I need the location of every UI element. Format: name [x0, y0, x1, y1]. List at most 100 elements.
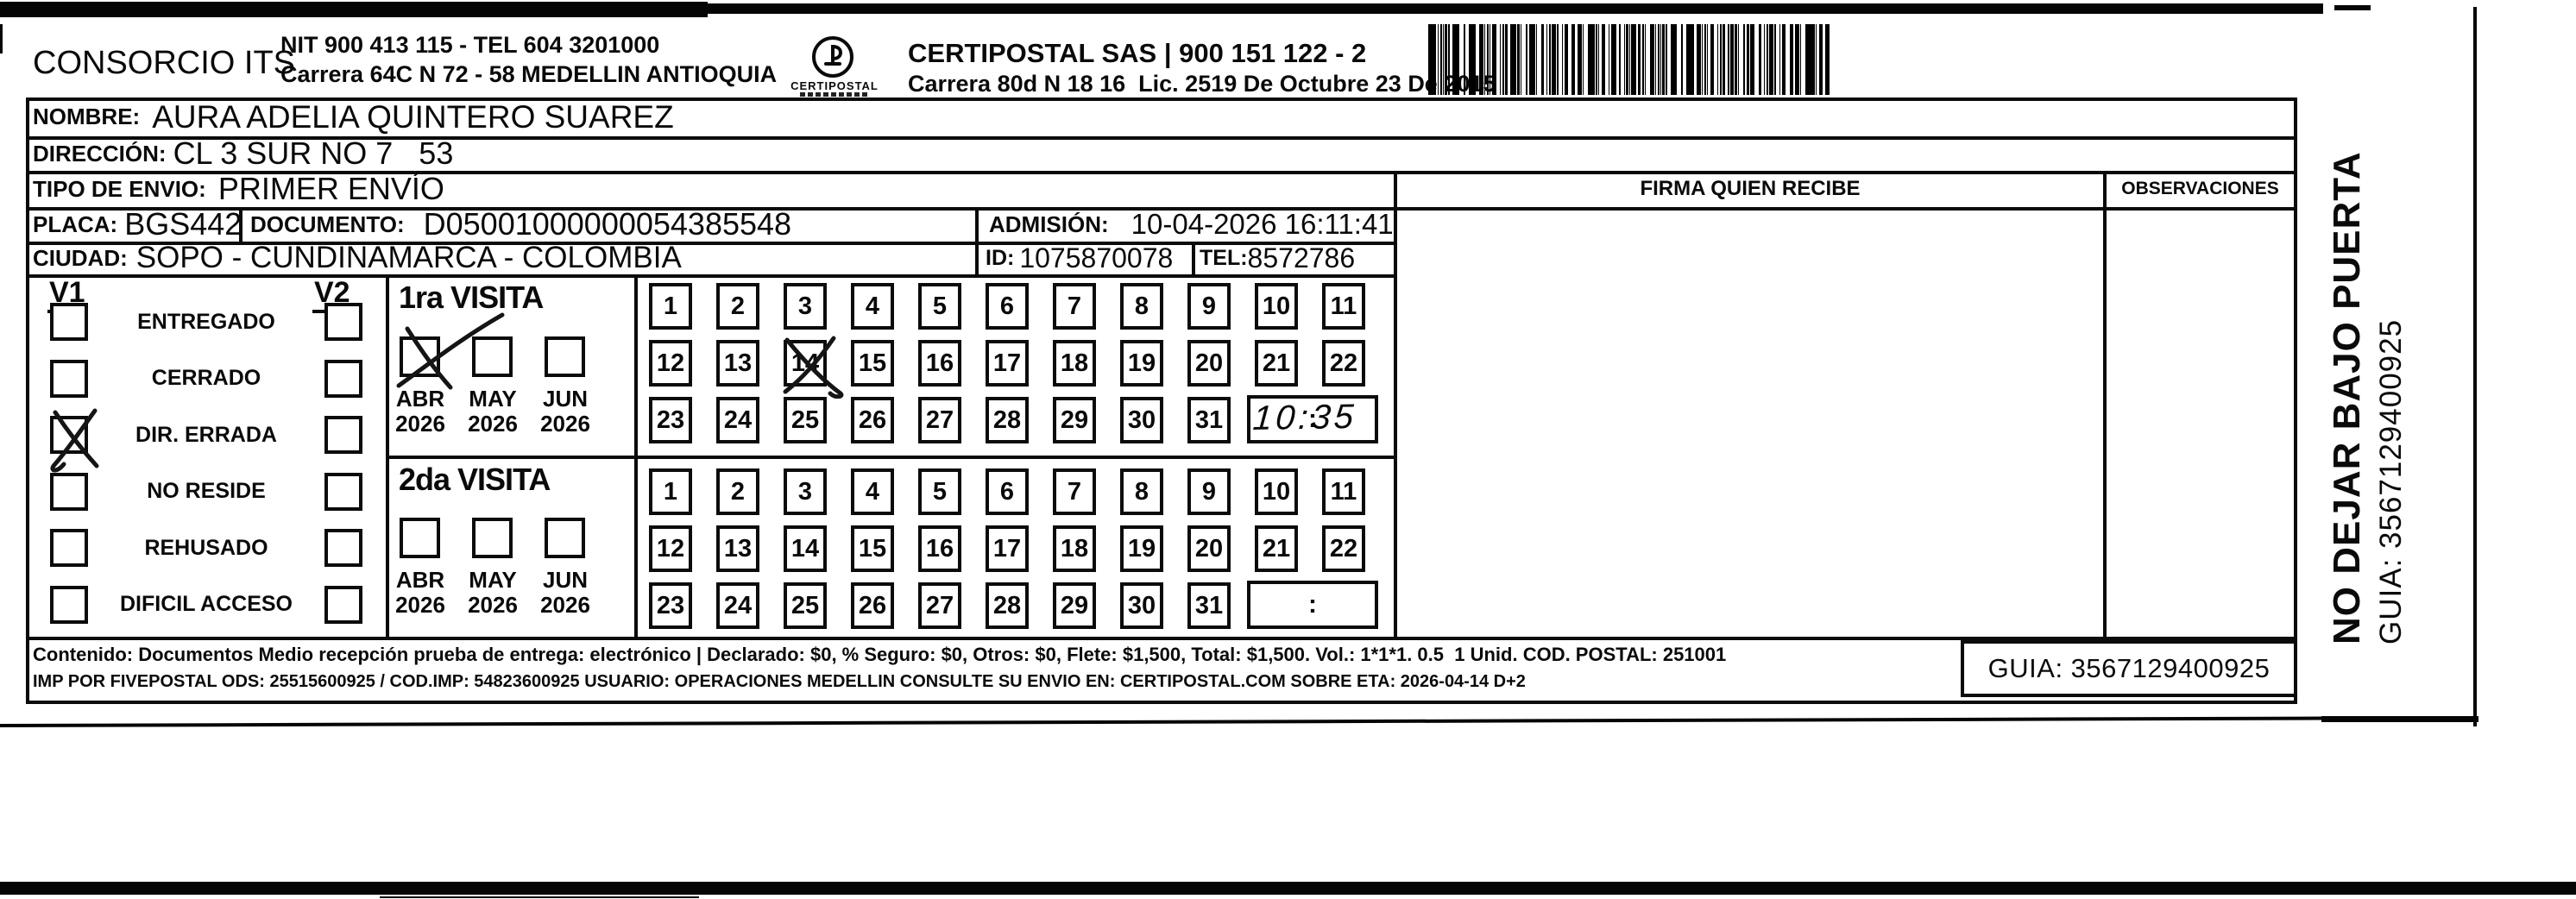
v2-checkbox	[324, 472, 362, 511]
admision-value: 10-04-2026 16:11:41	[1131, 208, 1394, 240]
day-cell: 16	[918, 525, 961, 572]
placa-value: BGS442	[124, 206, 242, 242]
day-cell: 3	[784, 468, 827, 515]
day-cell: 8	[1120, 283, 1163, 330]
year-label: 2026	[540, 411, 590, 437]
day-cell: 5	[918, 468, 961, 515]
day-cell: 26	[851, 582, 894, 629]
ciudad-value: SOPO - CUNDINAMARCA - COLOMBIA	[135, 241, 682, 274]
day-cell: 18	[1053, 340, 1096, 387]
visita2-month-checkbox-jun	[545, 518, 585, 558]
day-cell: 19	[1120, 340, 1163, 387]
status-label: CERRADO	[151, 366, 261, 391]
day-cell: 18	[1053, 525, 1096, 572]
certipostal-logo-text: CERTIPOSTAL	[790, 79, 879, 92]
visita1-title: 1ra VISITA	[399, 280, 544, 315]
handwritten-x-month-abr	[396, 312, 505, 390]
scan-artifact	[2321, 716, 2478, 722]
form-line	[2103, 171, 2107, 640]
visita2-month-checkbox-may	[472, 518, 513, 558]
direccion-value: CL 3 SUR NO 7 53	[173, 135, 454, 171]
documento-label: DOCUMENTO:	[250, 211, 405, 237]
form-line	[26, 242, 1397, 245]
sender-name: CONSORCIO ITS	[33, 45, 296, 81]
scan-artifact	[380, 896, 699, 898]
scan-artifact-bottom-bar	[0, 882, 2576, 895]
year-label: 2026	[468, 592, 518, 618]
month-label: JUN	[542, 567, 588, 593]
status-label: NO RESIDE	[147, 479, 266, 504]
year-label: 2026	[468, 411, 518, 437]
status-label: DIFICIL ACCESO	[119, 592, 293, 617]
v2-checkbox	[324, 416, 362, 455]
visita1-month-checkbox-jun	[545, 336, 585, 377]
v2-checkbox	[324, 529, 362, 568]
day-cell: 29	[1053, 397, 1096, 443]
month-label: MAY	[469, 567, 517, 593]
tipo-envio-value: PRIMER ENVÍO	[217, 171, 444, 206]
v2-checkbox	[324, 585, 362, 624]
direccion-label: DIRECCIÓN:	[33, 140, 167, 167]
form-line	[26, 97, 29, 704]
visita1-days-row3: 23 24 25 26 27 28 29 30 31	[649, 397, 1231, 443]
visita1-month-checkbox-may	[472, 336, 513, 377]
visita2-days-row1: 1 2 3 4 5 6 7 8 9 10 11	[649, 468, 1365, 515]
scan-artifact-top-bar	[0, 2, 708, 17]
handwritten-time: 10:35	[1251, 397, 1358, 438]
month-label: JUN	[542, 386, 588, 412]
barcode	[1428, 24, 1830, 95]
day-cell: 21	[1255, 340, 1298, 387]
day-cell: 27	[918, 397, 961, 443]
day-cell: 13	[716, 340, 759, 387]
day-cell: 24	[716, 582, 759, 629]
form-line	[26, 207, 2297, 211]
handwritten-x-dir-errada	[50, 408, 99, 473]
form-line	[26, 637, 2297, 640]
visita2-time-box: :	[1247, 581, 1378, 629]
day-cell: 5	[918, 283, 961, 330]
certipostal-logo-icon	[812, 36, 853, 78]
scan-artifact	[2334, 5, 2371, 10]
day-cell: 7	[1053, 283, 1096, 330]
day-cell: 9	[1187, 468, 1231, 515]
certipostal-tagline-decor	[800, 92, 869, 97]
day-cell: 26	[851, 397, 894, 443]
day-cell: 4	[851, 468, 894, 515]
status-row: NO RESIDE	[29, 472, 383, 512]
form-line	[26, 171, 2297, 174]
sender-address: Carrera 64C N 72 - 58 MEDELLIN ANTIOQUIA	[280, 61, 778, 87]
form-line	[634, 274, 638, 640]
day-cell: 30	[1120, 582, 1163, 629]
sender-nit-tel: NIT 900 413 115 - TEL 604 3201000	[280, 32, 660, 58]
day-cell: 31	[1187, 582, 1231, 629]
firma-header: FIRMA QUIEN RECIBE	[1640, 177, 1861, 200]
day-cell: 15	[851, 340, 894, 387]
visita1-days-row2: 12 13 14 15 16 17 18 19 20 21 22	[649, 340, 1365, 387]
status-row: CERRADO	[29, 359, 383, 399]
day-cell: 13	[716, 525, 759, 572]
day-cell: 16	[918, 340, 961, 387]
day-cell: 20	[1187, 340, 1231, 387]
carrier-company: CERTIPOSTAL SAS | 900 151 122 - 2	[908, 38, 1367, 68]
visita2-days-row3: 23 24 25 26 27 28 29 30 31	[649, 582, 1231, 629]
scan-artifact	[0, 24, 3, 53]
day-cell: 23	[649, 397, 692, 443]
side-warning-text: NO DEJAR BAJO PUERTA	[2326, 151, 2368, 644]
admision-label: ADMISIÓN:	[989, 211, 1109, 237]
tel-value: 8572786	[1247, 242, 1356, 273]
ciudad-label: CIUDAD:	[33, 244, 128, 271]
day-cell: 9	[1187, 283, 1231, 330]
form-line	[239, 207, 242, 245]
footer-content-line: Contenido: Documentos Medio recepción pr…	[33, 644, 1727, 665]
nombre-label: NOMBRE:	[33, 104, 141, 129]
day-cell: 7	[1053, 468, 1096, 515]
v1-checkbox	[50, 529, 88, 568]
day-cell: 6	[986, 283, 1029, 330]
day-cell: 30	[1120, 397, 1163, 443]
month-label: ABR	[395, 386, 445, 412]
v1-checkbox	[50, 359, 88, 398]
tel-label: TEL:	[1200, 245, 1248, 270]
scan-artifact-bottom-line	[0, 716, 2323, 727]
day-cell: 1	[649, 468, 692, 515]
month-label: ABR	[395, 567, 445, 593]
